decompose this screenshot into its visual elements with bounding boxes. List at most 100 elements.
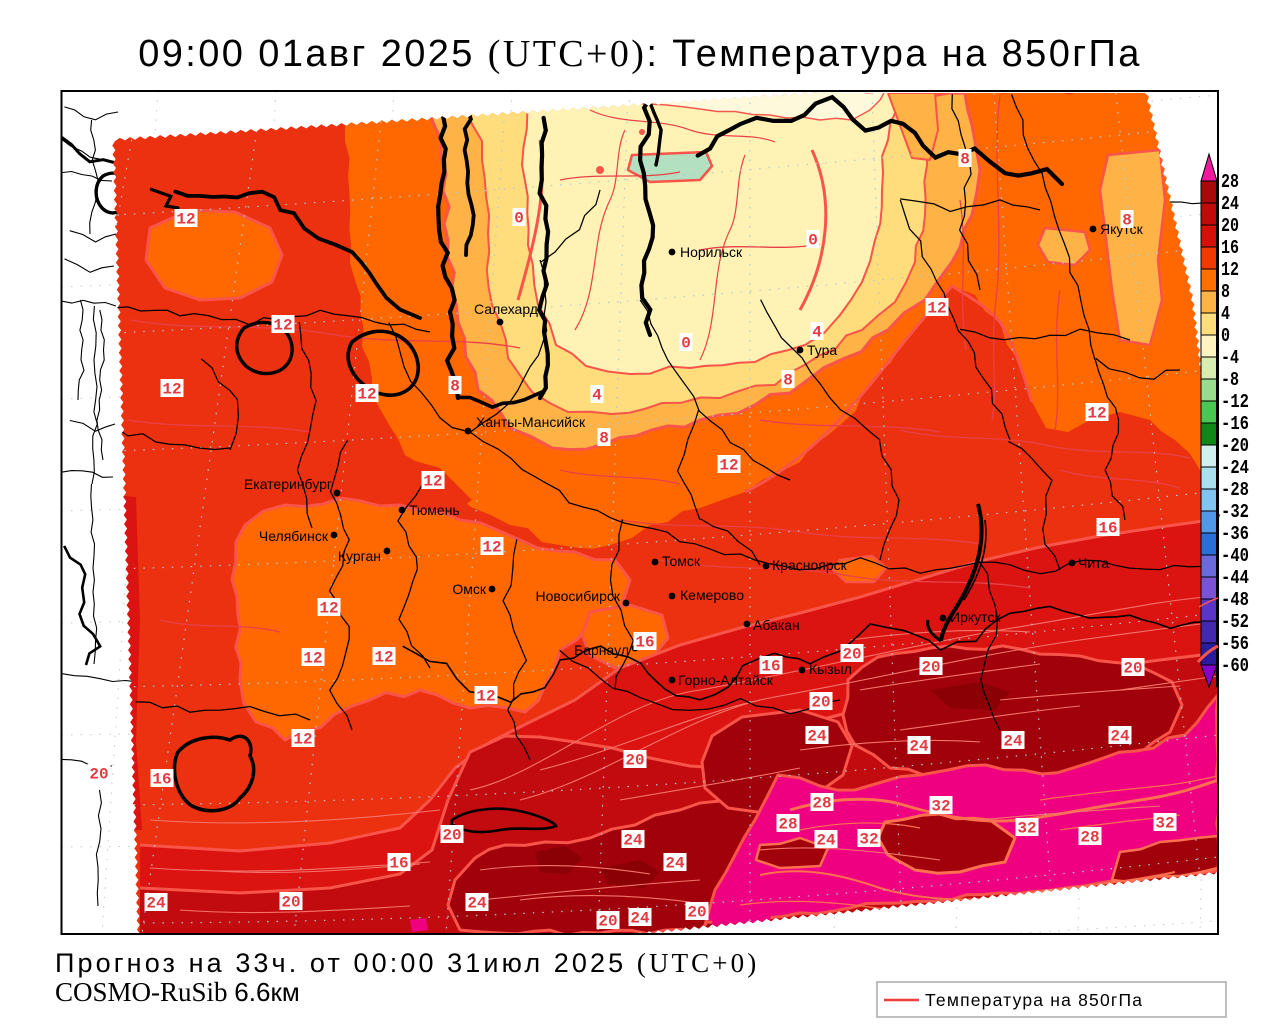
svg-text:12: 12 [719,457,738,475]
svg-text:8: 8 [1221,281,1230,303]
svg-text:12: 12 [303,650,322,668]
svg-text:-36: -36 [1221,523,1249,545]
svg-text:24: 24 [665,855,685,873]
svg-text:8: 8 [450,378,460,396]
svg-text:16: 16 [152,771,171,789]
svg-text:28: 28 [778,816,797,834]
svg-text:12: 12 [482,539,501,557]
svg-text:0: 0 [681,335,691,353]
svg-text:-52: -52 [1221,611,1249,633]
svg-text:Ханты-Мансийск: Ханты-Мансийск [476,414,586,430]
svg-text:4: 4 [812,324,822,342]
svg-text:20: 20 [811,694,830,712]
svg-text:Абакан: Абакан [753,617,800,633]
svg-text:0: 0 [514,210,524,228]
svg-text:Красноярск: Красноярск [772,557,848,573]
svg-text:12: 12 [423,473,442,491]
svg-text:Барнаул: Барнаул [574,642,629,658]
svg-text:12: 12 [476,688,495,706]
svg-text:8: 8 [1122,212,1132,230]
svg-text:12: 12 [927,300,946,318]
svg-text:12: 12 [273,317,292,335]
svg-text:Чита: Чита [1078,555,1109,571]
svg-text:12: 12 [1087,405,1106,423]
svg-text:24: 24 [909,738,929,756]
svg-text:8: 8 [783,372,793,390]
svg-text:28: 28 [812,795,831,813]
svg-text:20: 20 [625,752,644,770]
svg-text:12: 12 [319,600,338,618]
svg-text:16: 16 [761,658,780,676]
svg-text:12: 12 [1221,259,1239,281]
svg-text:20: 20 [687,904,706,922]
svg-text:-16: -16 [1221,413,1249,435]
svg-text:24: 24 [623,832,643,850]
svg-text:-4: -4 [1221,347,1239,369]
svg-text:-44: -44 [1221,567,1249,589]
svg-text:32: 32 [1155,815,1174,833]
svg-text:28: 28 [1080,829,1099,847]
svg-text:32: 32 [931,798,950,816]
svg-text:24: 24 [807,728,827,746]
svg-text:-60: -60 [1221,655,1249,677]
svg-text:Кемерово: Кемерово [680,587,744,603]
svg-text:Прогноз на 33ч. от 00:00 31июл: Прогноз на 33ч. от 00:00 31июл 2025 (UTC… [55,948,759,978]
svg-text:20: 20 [442,827,461,845]
svg-text:32: 32 [1017,820,1036,838]
svg-text:-24: -24 [1221,457,1249,479]
svg-text:12: 12 [176,211,195,229]
svg-text:24: 24 [630,910,650,928]
svg-text:Тюмень: Тюмень [409,502,460,518]
svg-text:-8: -8 [1221,369,1239,391]
svg-text:20: 20 [921,659,940,677]
svg-text:09:00 01авг 2025 (UTC+0): Темп: 09:00 01авг 2025 (UTC+0): Температура на… [138,33,1142,75]
svg-text:24: 24 [1110,728,1130,746]
svg-text:16: 16 [389,855,408,873]
svg-text:Челябинск: Челябинск [259,528,329,544]
svg-text:Норильск: Норильск [680,244,743,260]
svg-text:Омск: Омск [452,581,487,597]
svg-text:Новосибирск: Новосибирск [535,588,620,604]
svg-text:16: 16 [635,634,654,652]
svg-text:Тура: Тура [807,342,837,358]
svg-text:12: 12 [293,731,312,749]
svg-text:24: 24 [146,895,166,913]
svg-text:0: 0 [1221,325,1230,347]
svg-text:24: 24 [467,895,487,913]
svg-text:20: 20 [281,894,300,912]
svg-text:Салехард: Салехард [474,301,538,317]
svg-text:16: 16 [1221,237,1239,259]
svg-text:-28: -28 [1221,479,1249,501]
svg-text:24: 24 [1003,733,1023,751]
svg-text:20: 20 [598,913,617,931]
svg-text:4: 4 [592,387,602,405]
svg-text:20: 20 [89,766,108,784]
svg-text:12: 12 [162,381,181,399]
svg-text:8: 8 [599,430,609,448]
svg-text:20: 20 [1221,215,1239,237]
svg-text:-20: -20 [1221,435,1249,457]
svg-text:-56: -56 [1221,633,1249,655]
svg-text:Температура на 850гПа: Температура на 850гПа [925,990,1143,1010]
svg-text:24: 24 [1221,193,1239,215]
svg-text:-40: -40 [1221,545,1249,567]
svg-text:Екатеринбург: Екатеринбург [244,476,332,492]
svg-text:-48: -48 [1221,589,1249,611]
svg-text:-32: -32 [1221,501,1249,523]
svg-text:0: 0 [808,232,818,250]
svg-text:Томск: Томск [662,553,701,569]
svg-text:32: 32 [859,831,878,849]
svg-text:COSMO-RuSib 6.6км: COSMO-RuSib 6.6км [55,977,300,1007]
svg-text:20: 20 [842,646,861,664]
svg-text:Курган: Курган [338,548,381,564]
svg-text:24: 24 [816,832,836,850]
svg-text:12: 12 [357,386,376,404]
svg-text:Иркутск: Иркутск [950,609,1001,625]
svg-text:4: 4 [1221,303,1230,325]
svg-text:Кызыл: Кызыл [809,661,852,677]
svg-text:20: 20 [1123,660,1142,678]
svg-text:8: 8 [960,151,970,169]
svg-text:-12: -12 [1221,391,1249,413]
svg-text:28: 28 [1221,171,1239,193]
svg-text:12: 12 [374,649,393,667]
